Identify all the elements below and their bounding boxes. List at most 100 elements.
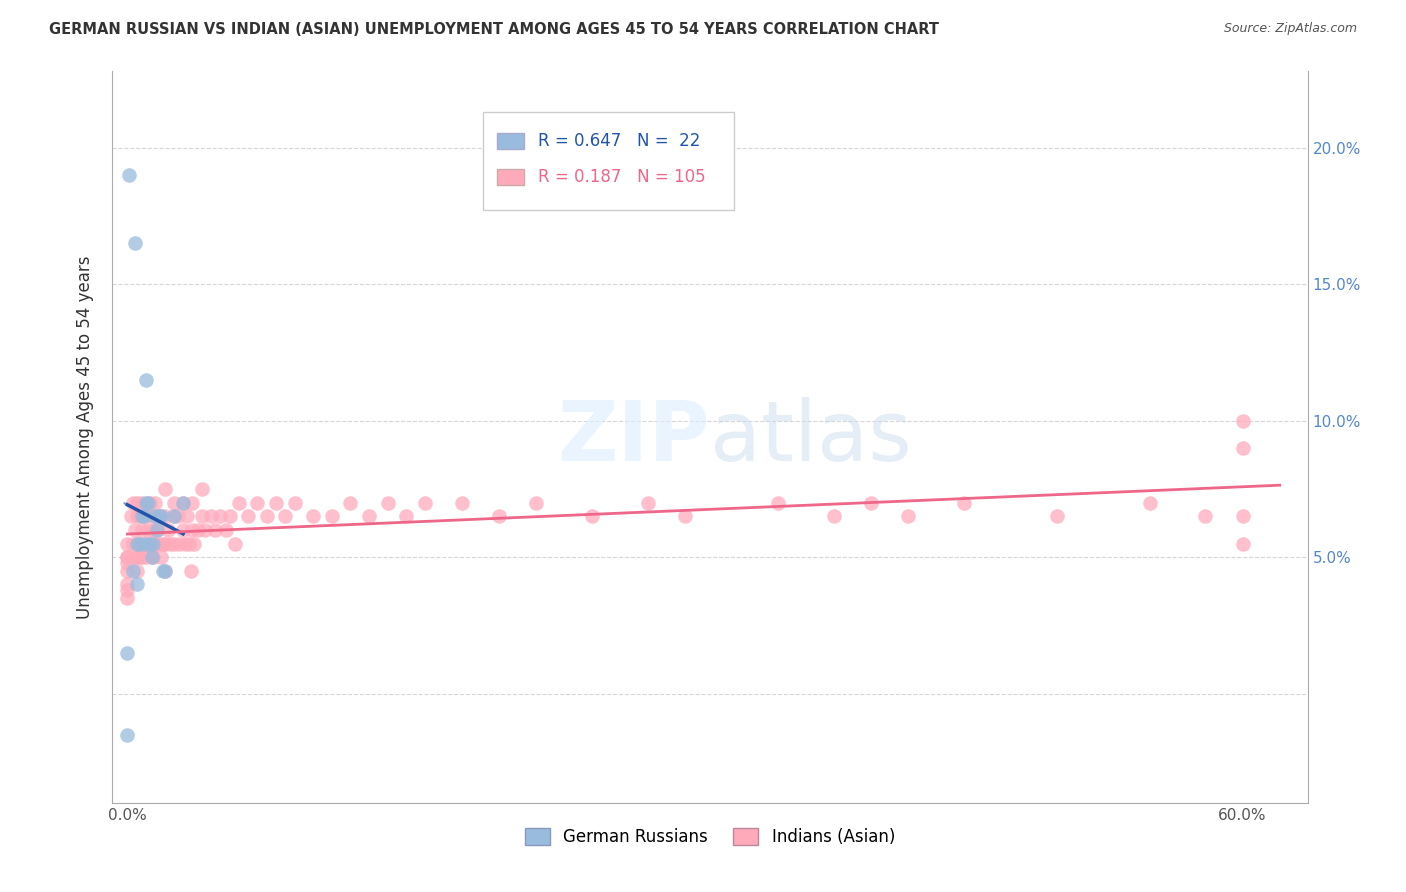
Point <box>125 550 148 565</box>
Point <box>228 495 250 509</box>
Point <box>176 509 198 524</box>
Point <box>152 536 174 550</box>
Point <box>1194 509 1216 524</box>
Point <box>823 509 845 524</box>
Point <box>153 564 176 578</box>
Point <box>204 523 226 537</box>
Point <box>128 536 150 550</box>
Point <box>135 373 157 387</box>
Text: ZIP: ZIP <box>558 397 710 477</box>
Point <box>117 556 139 570</box>
Point <box>153 482 176 496</box>
Y-axis label: Unemployment Among Ages 45 to 54 years: Unemployment Among Ages 45 to 54 years <box>76 255 94 619</box>
Point <box>138 495 160 509</box>
Point <box>194 523 217 537</box>
Point <box>952 495 974 509</box>
Point <box>246 495 269 509</box>
Point <box>673 509 696 524</box>
Point <box>122 564 145 578</box>
Point <box>143 509 166 524</box>
Point <box>149 509 172 524</box>
Point <box>859 495 882 509</box>
Point <box>124 550 146 565</box>
Point <box>153 564 176 578</box>
Point <box>125 509 148 524</box>
Point <box>135 536 157 550</box>
Point <box>124 523 146 537</box>
Point <box>1046 509 1069 524</box>
Point <box>122 495 145 509</box>
Point <box>120 509 142 524</box>
Point <box>125 536 148 550</box>
Text: atlas: atlas <box>710 397 911 477</box>
Point <box>143 536 166 550</box>
Point <box>148 509 170 524</box>
Point <box>377 495 399 509</box>
Point <box>124 236 146 251</box>
Point <box>187 523 209 537</box>
Legend: German Russians, Indians (Asian): German Russians, Indians (Asian) <box>519 822 901 853</box>
Point <box>125 577 148 591</box>
Point <box>321 509 343 524</box>
FancyBboxPatch shape <box>484 112 734 211</box>
Point <box>138 536 160 550</box>
Point <box>132 509 155 524</box>
Point <box>1232 441 1254 455</box>
Point <box>274 509 297 524</box>
Point <box>302 509 325 524</box>
Point <box>256 509 278 524</box>
Point <box>238 509 260 524</box>
Point <box>125 495 148 509</box>
Point <box>141 550 163 565</box>
Point <box>172 495 194 509</box>
Point <box>135 536 157 550</box>
Point <box>142 536 165 550</box>
Point <box>766 495 789 509</box>
Point <box>488 509 510 524</box>
Point <box>169 536 191 550</box>
Point <box>1232 414 1254 428</box>
Point <box>200 509 222 524</box>
Text: R = 0.187   N = 105: R = 0.187 N = 105 <box>538 169 706 186</box>
Text: Source: ZipAtlas.com: Source: ZipAtlas.com <box>1223 22 1357 36</box>
Point <box>117 728 139 742</box>
Point <box>149 509 172 524</box>
Point <box>129 550 152 565</box>
Point <box>138 536 160 550</box>
Point <box>395 509 418 524</box>
Point <box>129 536 152 550</box>
Text: R = 0.647   N =  22: R = 0.647 N = 22 <box>538 132 700 150</box>
Point <box>1139 495 1161 509</box>
Point <box>153 536 176 550</box>
Bar <box>498 169 523 186</box>
Point <box>135 550 157 565</box>
Point <box>524 495 547 509</box>
Point <box>131 495 153 509</box>
Point <box>135 509 157 524</box>
Point <box>117 582 139 597</box>
Point <box>146 523 169 537</box>
Point <box>131 509 153 524</box>
Point <box>218 509 240 524</box>
Point <box>143 509 166 524</box>
Text: GERMAN RUSSIAN VS INDIAN (ASIAN) UNEMPLOYMENT AMONG AGES 45 TO 54 YEARS CORRELAT: GERMAN RUSSIAN VS INDIAN (ASIAN) UNEMPLO… <box>49 22 939 37</box>
Point <box>637 495 659 509</box>
Point <box>190 509 212 524</box>
Point <box>153 509 176 524</box>
Point <box>284 495 307 509</box>
Point <box>181 523 204 537</box>
Point <box>131 523 153 537</box>
Point <box>224 536 246 550</box>
Point <box>159 536 181 550</box>
Point <box>125 564 148 578</box>
Point <box>135 495 157 509</box>
Point <box>1232 509 1254 524</box>
Point <box>163 495 186 509</box>
Point <box>172 523 194 537</box>
Point <box>163 536 186 550</box>
Point <box>117 550 139 565</box>
Point <box>177 536 200 550</box>
Point <box>146 523 169 537</box>
Point <box>118 168 141 182</box>
Point <box>142 550 165 565</box>
